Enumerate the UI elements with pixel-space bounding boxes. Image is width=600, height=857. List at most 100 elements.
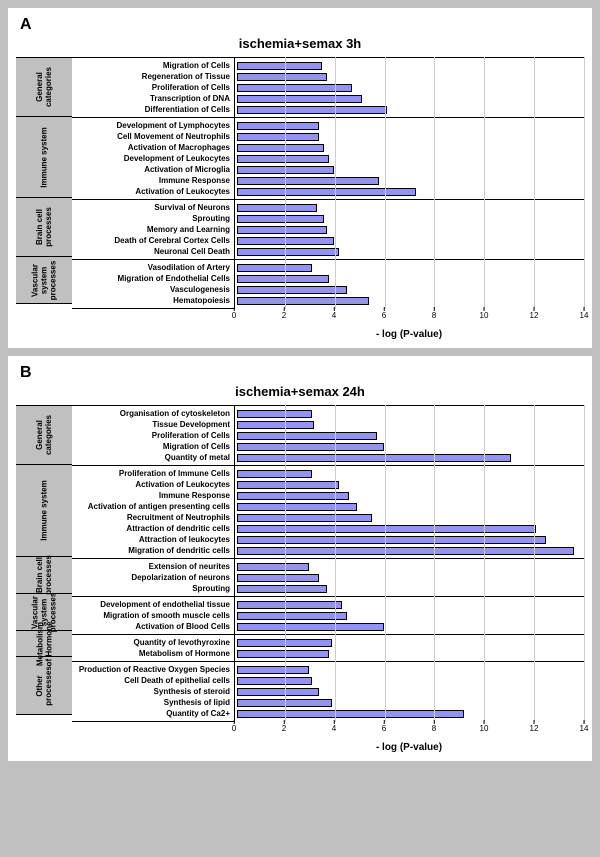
x-tick: 14 (580, 724, 589, 733)
x-axis-ticks: 02468101214 (234, 724, 584, 740)
data-bar (237, 432, 377, 440)
row-label: Proliferation of Cells (72, 431, 234, 440)
x-tick: 14 (580, 311, 589, 320)
data-bar (237, 492, 349, 500)
row-label: Activation of Macrophages (72, 143, 234, 152)
chart-panel-A: Aischemia+semax 3h General categoriesImmu… (8, 8, 592, 348)
panel-title: ischemia+semax 3h (16, 36, 584, 51)
row-label: Activation of Blood Cells (72, 622, 234, 631)
x-axis-ticks: 02468101214 (234, 311, 584, 327)
chart-body: General categoriesImmune systemBrain cel… (16, 57, 584, 309)
row-label: Activation of antigen presenting cells (72, 502, 234, 511)
row-labels-column: Organisation of cytoskeletonTissue Devel… (72, 405, 234, 722)
x-axis: 02468101214 (16, 311, 584, 327)
x-tick: 12 (530, 724, 539, 733)
data-bar (237, 204, 317, 212)
x-tick: 2 (282, 311, 286, 320)
row-label: Migration of Endothelial Cells (72, 274, 234, 283)
label-group-block: Development of endothelial tissueMigrati… (72, 596, 234, 634)
row-label: Organisation of cytoskeleton (72, 409, 234, 418)
bar-group-block (235, 259, 584, 308)
row-label: Differentiation of Cells (72, 105, 234, 114)
row-label: Migration of Cells (72, 442, 234, 451)
x-tick: 10 (480, 724, 489, 733)
data-bar (237, 710, 464, 718)
data-bar (237, 563, 309, 571)
bars-column (234, 405, 584, 722)
row-label: Attraction of dendritic cells (72, 524, 234, 533)
label-group-block: Quantity of levothyroxine Metabolism of H… (72, 634, 234, 661)
label-group-block: Extension of neuritesDepolarization of n… (72, 558, 234, 596)
row-label: Vasculogenesis (72, 285, 234, 294)
row-label: Survival of Neurons (72, 203, 234, 212)
group-label-cell: Vascular system processes (16, 256, 72, 304)
row-label: Death of Cerebral Cortex Cells (72, 236, 234, 245)
group-label-cell: Immune system (16, 464, 72, 556)
data-bar (237, 666, 309, 674)
data-bar (237, 443, 384, 451)
row-label: Sprouting (72, 584, 234, 593)
chart-panel-B: Bischemia+semax 24hGeneral categoriesImm… (8, 356, 592, 761)
bar-group-block (235, 465, 584, 558)
data-bar (237, 264, 312, 272)
x-axis-label: - log (P-value) (234, 329, 584, 340)
data-bar (237, 237, 334, 245)
label-group-block: Development of LymphocytesCell Movement … (72, 117, 234, 199)
panel-title: ischemia+semax 24h (16, 384, 584, 399)
data-bar (237, 677, 312, 685)
row-label: Sprouting (72, 214, 234, 223)
x-tick: 8 (432, 311, 436, 320)
data-bar (237, 623, 384, 631)
data-bar (237, 297, 369, 305)
row-label: Cell Death of epithelial cells (72, 676, 234, 685)
bar-group-block (235, 558, 584, 596)
data-bar (237, 177, 379, 185)
row-label: Immune Response (72, 491, 234, 500)
row-label: Migration of Cells (72, 61, 234, 70)
data-bar (237, 503, 357, 511)
row-label: Development of Leukocytes (72, 154, 234, 163)
data-bar (237, 547, 574, 555)
data-bar (237, 73, 327, 81)
label-group-block: Production of Reactive Oxygen Species Cel… (72, 661, 234, 722)
row-label: Migration of smooth muscle cells (72, 611, 234, 620)
data-bar (237, 688, 319, 696)
row-label: Transcription of DNA (72, 94, 234, 103)
group-label-cell: Other processes (16, 656, 72, 715)
data-bar (237, 525, 536, 533)
row-label: Activation of Leukocytes (72, 187, 234, 196)
data-bar (237, 215, 324, 223)
row-label: Cell Movement of Neutrophils (72, 132, 234, 141)
group-label: Other processes (35, 666, 53, 706)
data-bar (237, 639, 332, 647)
x-tick: 0 (232, 724, 236, 733)
label-group-block: Survival of NeuronsSproutingMemory and L… (72, 199, 234, 259)
data-bar (237, 699, 332, 707)
bar-group-block (235, 117, 584, 199)
group-label-cell: General categories (16, 405, 72, 464)
bar-group-block (235, 199, 584, 259)
group-label: General categories (35, 415, 53, 455)
data-bar (237, 144, 324, 152)
row-label: Proliferation of Immune Cells (72, 469, 234, 478)
row-label: Vasodilation of Artery (72, 263, 234, 272)
group-label: General categories (35, 67, 53, 107)
row-label: Attraction of leukocytes (72, 535, 234, 544)
data-bar (237, 155, 329, 163)
row-label: Quantity of levothyroxine (72, 638, 234, 647)
row-label: Recruitment of Neutrophils (72, 513, 234, 522)
x-tick: 2 (282, 724, 286, 733)
x-tick: 0 (232, 311, 236, 320)
panel-id-label: A (20, 16, 584, 34)
data-bar (237, 454, 511, 462)
row-label: Proliferation of Cells (72, 83, 234, 92)
row-label: Production of Reactive Oxygen Species (72, 665, 234, 674)
row-labels-column: Migration of CellsRegeneration of Tissue… (72, 57, 234, 309)
data-bar (237, 421, 314, 429)
group-label: Immune system (40, 480, 49, 540)
x-tick: 6 (382, 311, 386, 320)
row-label: Neuronal Cell Death (72, 247, 234, 256)
row-label: Activation of Microglia (72, 165, 234, 174)
row-label: Metabolism of Hormone (72, 649, 234, 658)
bar-group-block (235, 57, 584, 117)
